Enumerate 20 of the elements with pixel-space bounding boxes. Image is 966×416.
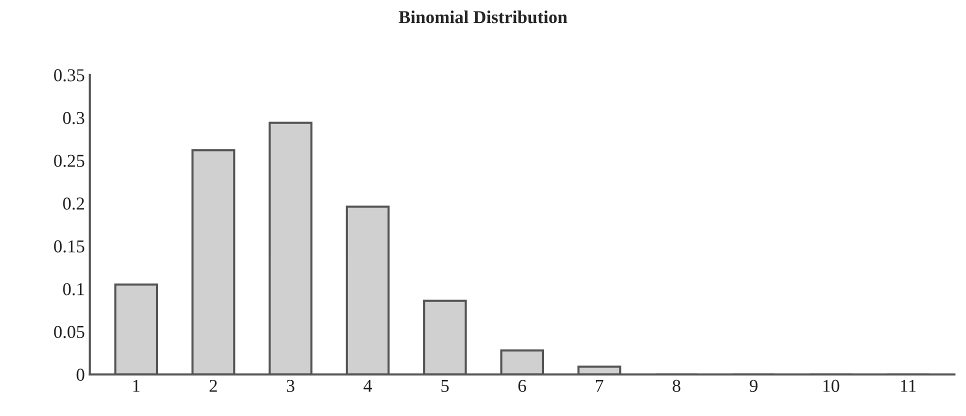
x-tick-label: 8 [672,380,680,392]
x-tick-label: 10 [823,380,840,392]
x-tick-label: 9 [750,380,758,392]
x-tick-label: 11 [900,380,916,392]
x-tick-label: 6 [518,380,526,392]
x-tick-label: 5 [441,380,449,392]
y-tick-label: 0.25 [54,154,84,167]
y-tick-label: 0.1 [63,283,84,296]
y-tick-label: 0.05 [54,326,84,338]
x-tick-label: 4 [364,380,372,392]
y-tick-label: 0.3 [63,112,84,124]
y-tick-label: 0.35 [54,69,84,82]
x-tick-label: 2 [210,380,217,392]
y-tick-label: 0.15 [54,240,84,253]
chart-title: Binomial Distribution [398,10,568,24]
y-tick-label: 0.2 [63,198,84,210]
x-tick-label: 1 [133,380,140,392]
x-tick-label: 7 [596,380,604,392]
y-tick-label: 0 [76,368,84,381]
x-tick-label: 3 [286,380,294,392]
